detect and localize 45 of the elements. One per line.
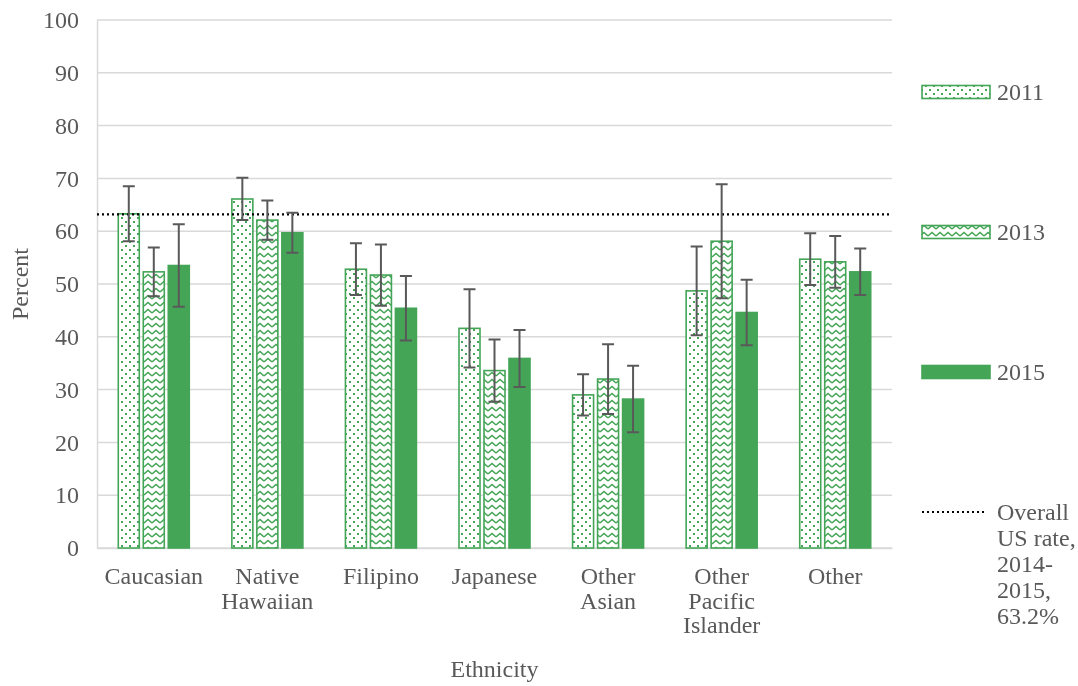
bar — [823, 261, 847, 549]
bar — [571, 394, 595, 549]
y-tick-label: 70 — [55, 165, 79, 192]
x-axis-title: Ethnicity — [450, 656, 539, 682]
bar — [369, 274, 393, 549]
y-tick-label: 80 — [55, 112, 79, 139]
bar — [508, 357, 531, 549]
x-tick-label: Filipino — [342, 563, 419, 589]
bar — [142, 271, 166, 549]
bar — [798, 258, 822, 549]
y-tick-label: 20 — [55, 429, 79, 456]
bar — [281, 231, 304, 549]
bar — [685, 290, 708, 549]
y-tick-label: 100 — [43, 7, 79, 34]
bar — [621, 398, 645, 549]
legend-label: Overall US rate, 2014-2015, 63.2% — [997, 499, 1076, 629]
legend-label: 2011 — [997, 79, 1045, 105]
y-tick-label: 40 — [55, 323, 79, 350]
x-tick-label: Japanese — [451, 563, 538, 589]
bar — [458, 327, 481, 549]
bar — [596, 378, 620, 549]
x-tick-label: Other Pacific Islander — [682, 563, 761, 638]
bar — [344, 268, 368, 549]
bar — [735, 311, 758, 549]
x-tick-label: Other Asian — [580, 563, 637, 614]
bar — [167, 264, 191, 549]
bar — [117, 212, 141, 549]
x-tick-label: Caucasian — [104, 563, 204, 589]
x-tick-label: Other — [807, 563, 863, 589]
y-tick-label: 90 — [55, 59, 79, 86]
y-tick-label: 10 — [55, 482, 79, 509]
bar — [394, 307, 418, 549]
y-tick-label: 60 — [55, 218, 79, 245]
legend-label: 2013 — [997, 219, 1045, 245]
y-tick-label: 30 — [55, 376, 79, 403]
y-axis-title: Percent — [7, 247, 33, 320]
x-tick-label: Native Hawaiian — [221, 563, 314, 614]
bar — [256, 219, 279, 549]
bar — [483, 369, 506, 549]
legend-label: 2015 — [997, 359, 1045, 385]
y-tick-label: 50 — [55, 271, 79, 298]
bar — [848, 271, 872, 549]
y-tick-label: 0 — [67, 535, 79, 562]
bar — [231, 198, 254, 549]
bar — [710, 240, 733, 549]
